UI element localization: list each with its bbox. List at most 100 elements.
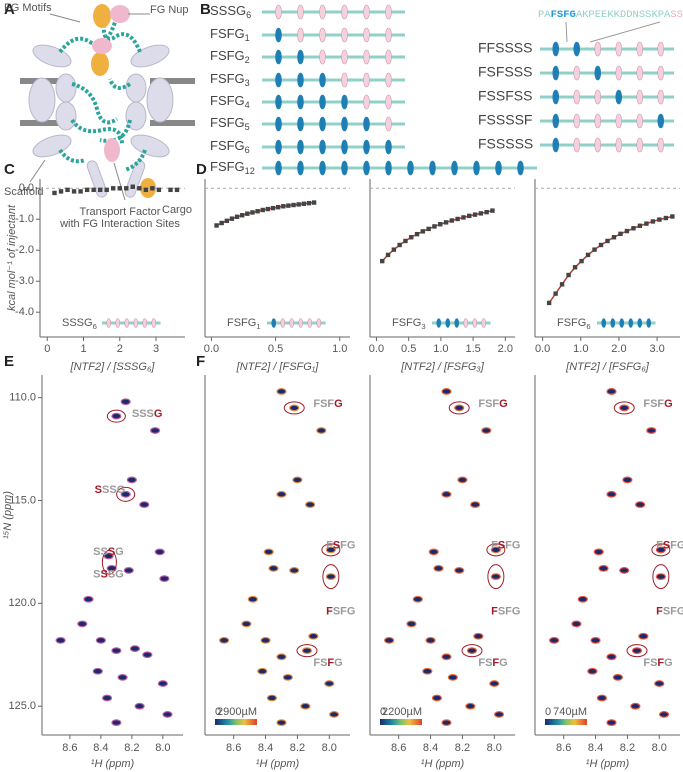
- sg-motif: [385, 49, 392, 65]
- peak: [490, 546, 501, 554]
- annotation-part: G: [334, 657, 343, 669]
- sg-motif: [142, 318, 148, 328]
- data-point: [130, 184, 135, 189]
- annotation-part: F: [657, 657, 664, 669]
- data-point: [260, 207, 265, 213]
- peak: [447, 674, 458, 681]
- sg-motif: [615, 113, 623, 129]
- colorbar: [380, 719, 422, 725]
- peak-annotation: SSSG: [95, 484, 126, 496]
- data-point: [426, 226, 431, 232]
- construct-subscript: 4: [245, 100, 250, 110]
- y-tick-label: 0.0: [19, 182, 34, 194]
- peak: [466, 647, 478, 655]
- annotation-part: F: [656, 605, 663, 617]
- peak: [596, 694, 608, 702]
- peak: [103, 552, 114, 560]
- peak-annotation: SSSG: [93, 568, 124, 580]
- sg-motif: [280, 318, 286, 328]
- peak: [325, 573, 336, 580]
- peak: [441, 719, 452, 727]
- peak: [101, 694, 113, 702]
- sg-motif: [657, 137, 665, 153]
- fg-motif: [436, 318, 442, 328]
- data-point: [97, 187, 103, 193]
- peak: [276, 653, 287, 661]
- peak: [139, 501, 150, 509]
- x-tick-label: 3.0: [649, 343, 664, 355]
- data-point: [306, 200, 312, 206]
- fg-motif: [341, 160, 348, 176]
- peak: [324, 680, 335, 687]
- peak-annotation: FSFG: [313, 398, 342, 410]
- peak: [129, 645, 141, 652]
- fit-line: [381, 209, 493, 262]
- data-point: [644, 221, 649, 226]
- peak: [316, 427, 327, 434]
- sg-motif: [115, 318, 121, 328]
- construct-label: FSFG3: [392, 317, 426, 331]
- highlight-circle: [106, 409, 126, 423]
- peak: [549, 636, 560, 644]
- fg-motif: [275, 94, 282, 110]
- peak: [247, 595, 258, 603]
- fg-motif: [271, 318, 277, 328]
- data-point: [78, 189, 83, 194]
- construct-name: FSFG: [210, 115, 245, 130]
- sg-motif: [363, 4, 370, 20]
- peak: [454, 567, 465, 574]
- data-point: [301, 201, 307, 206]
- peak: [658, 711, 670, 718]
- data-point: [397, 242, 402, 248]
- x-tick-label: 1.0: [573, 343, 588, 355]
- data-point: [156, 187, 162, 193]
- x-tick-label: 2.0: [611, 343, 626, 355]
- x-tick-label: 0.5: [401, 343, 416, 355]
- peak: [635, 501, 646, 509]
- data-point: [478, 211, 484, 216]
- data-point: [219, 220, 224, 226]
- sg-motif: [615, 65, 623, 81]
- peak: [268, 564, 279, 572]
- sg-motif: [615, 137, 623, 153]
- annotation-part: S: [100, 568, 107, 580]
- variant-label: FFSSSS: [478, 40, 532, 56]
- peak: [493, 711, 505, 718]
- sg-motif: [573, 113, 581, 129]
- sg-motif: [594, 137, 602, 153]
- colorbar-label: 740µM: [553, 706, 587, 718]
- panel-letter: A: [4, 1, 15, 18]
- data-point: [467, 213, 472, 219]
- x-tick-label: 1.0: [433, 343, 448, 355]
- connector: [589, 21, 661, 43]
- annotation-part: F: [491, 605, 498, 617]
- peak: [92, 667, 103, 675]
- peak: [646, 427, 657, 434]
- fg-motif: [646, 318, 652, 328]
- data-point: [84, 187, 90, 193]
- construct-label: SSSG6: [62, 317, 97, 331]
- annotation-part: SS: [93, 546, 108, 558]
- peak: [83, 595, 94, 603]
- peak: [328, 711, 340, 718]
- data-point: [461, 215, 466, 220]
- data-point: [250, 210, 255, 215]
- peak: [159, 575, 170, 583]
- sg-motif: [363, 27, 370, 43]
- sg-motif: [594, 113, 602, 129]
- sg-motif: [657, 89, 665, 105]
- data-point: [265, 206, 271, 212]
- data-point: [52, 190, 57, 196]
- construct-subscript: 1: [256, 322, 260, 331]
- panel-letter: E: [4, 353, 14, 370]
- x-tick-label: 8.2: [290, 742, 305, 754]
- peak: [77, 620, 88, 628]
- peak: [587, 667, 598, 675]
- data-point: [546, 300, 552, 306]
- data-point: [598, 242, 604, 248]
- annotation-part: S: [95, 484, 102, 496]
- x-tick-label: 8.0: [155, 742, 170, 754]
- peak: [422, 667, 433, 675]
- construct-label: SSSG6: [210, 3, 251, 20]
- sg-motif: [385, 94, 392, 110]
